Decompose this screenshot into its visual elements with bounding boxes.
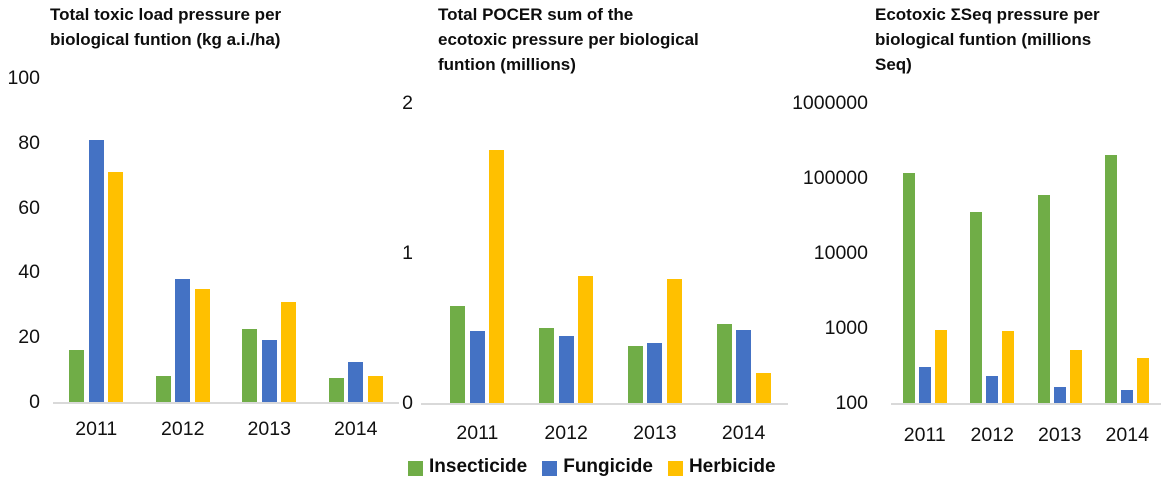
- bar-insecticide-2013: [242, 329, 258, 402]
- y-axis-tick-label: 1: [402, 242, 413, 264]
- y-axis-tick-label: 60: [18, 196, 40, 219]
- bar-herbicide-2011: [934, 329, 947, 403]
- bar-fungicide-2011: [918, 367, 931, 403]
- x-axis-category-label: 2012: [970, 424, 1014, 446]
- bar-fungicide-2013: [647, 343, 663, 403]
- chart3-title: Ecotoxic ΣSeq pressure per biological fu…: [875, 5, 1100, 74]
- y-axis-tick-label: 100: [835, 392, 868, 414]
- x-axis-category-label: 2013: [247, 418, 291, 440]
- y-axis-tick-label: 80: [18, 131, 40, 154]
- y-axis-tick-label: 20: [18, 326, 40, 349]
- legend-label: Fungicide: [563, 456, 653, 477]
- bar-herbicide-2011: [489, 149, 505, 403]
- bar-fungicide-2012: [558, 335, 574, 403]
- legend-item-insecticide: Insecticide: [408, 456, 527, 478]
- bar-insecticide-2014: [716, 323, 732, 403]
- legend: Insecticide Fungicide Herbicide: [408, 453, 776, 481]
- x-axis-category-label: 2011: [75, 418, 118, 440]
- bar-insecticide-2013: [1037, 194, 1050, 403]
- x-axis-category-label: 2013: [633, 422, 677, 444]
- bar-fungicide-2013: [1053, 386, 1066, 403]
- x-axis-category-label: 2011: [903, 424, 946, 446]
- chart1-title: Total toxic load pressure per biological…: [50, 5, 282, 49]
- y-axis-tick-label: 0: [29, 391, 40, 413]
- y-axis-tick-label: 1000000: [792, 92, 868, 114]
- bar-herbicide-2012: [1002, 331, 1015, 403]
- bar-herbicide-2014: [1137, 357, 1150, 403]
- x-axis-line: [891, 403, 1161, 405]
- bar-fungicide-2014: [348, 361, 364, 402]
- y-axis-tick-label: 0: [402, 392, 413, 414]
- legend-item-fungicide: Fungicide: [542, 456, 653, 478]
- bar-fungicide-2012: [986, 375, 999, 403]
- x-axis-category-label: 2011: [456, 422, 499, 444]
- x-axis-line: [53, 402, 399, 404]
- bar-insecticide-2012: [539, 328, 555, 403]
- bar-insecticide-2014: [1105, 155, 1118, 403]
- bar-fungicide-2013: [261, 340, 277, 402]
- bar-herbicide-2014: [367, 376, 383, 402]
- x-axis-category-label: 2014: [1105, 424, 1149, 446]
- bar-herbicide-2011: [108, 171, 124, 402]
- herbicide-swatch-icon: [667, 460, 683, 476]
- bar-insecticide-2014: [328, 377, 344, 402]
- y-axis-tick-label: 40: [18, 261, 40, 284]
- bar-fungicide-2012: [175, 278, 191, 402]
- insecticide-swatch-icon: [408, 460, 423, 476]
- bar-insecticide-2012: [970, 212, 983, 403]
- x-axis-category-label: 2012: [544, 422, 588, 444]
- bar-fungicide-2011: [469, 331, 485, 403]
- x-axis-line: [421, 403, 788, 405]
- legend-label: Herbicide: [688, 456, 776, 477]
- y-axis-tick-label: 100000: [802, 167, 868, 189]
- legend-item-herbicide: Herbicide: [667, 456, 776, 478]
- bar-insecticide-2012: [155, 376, 171, 402]
- chart2-title: Total POCER sum of the ecotoxic pressure…: [438, 5, 699, 74]
- legend-label: Insecticide: [429, 456, 528, 477]
- bar-insecticide-2013: [627, 346, 643, 403]
- y-axis-tick-label: 2: [402, 92, 413, 114]
- y-axis-tick-label: 100: [7, 67, 40, 89]
- bar-insecticide-2011: [69, 350, 85, 402]
- bar-herbicide-2013: [1069, 349, 1082, 403]
- bar-herbicide-2014: [755, 373, 771, 403]
- bar-herbicide-2013: [281, 301, 297, 402]
- x-axis-category-label: 2012: [161, 418, 205, 440]
- y-axis-tick-label: 10000: [813, 242, 868, 264]
- fungicide-swatch-icon: [542, 460, 558, 476]
- y-axis-tick-label: 1000: [824, 317, 868, 339]
- bar-fungicide-2014: [736, 329, 752, 403]
- x-axis-category-label: 2013: [1038, 424, 1082, 446]
- bar-insecticide-2011: [450, 305, 466, 403]
- bar-insecticide-2011: [902, 173, 915, 403]
- bar-fungicide-2011: [88, 139, 104, 402]
- bar-herbicide-2012: [194, 288, 210, 402]
- bar-fungicide-2014: [1121, 389, 1134, 403]
- x-axis-category-label: 2014: [721, 422, 766, 444]
- x-axis-category-label: 2014: [334, 418, 378, 440]
- bar-herbicide-2013: [666, 278, 682, 403]
- bar-herbicide-2012: [578, 275, 594, 403]
